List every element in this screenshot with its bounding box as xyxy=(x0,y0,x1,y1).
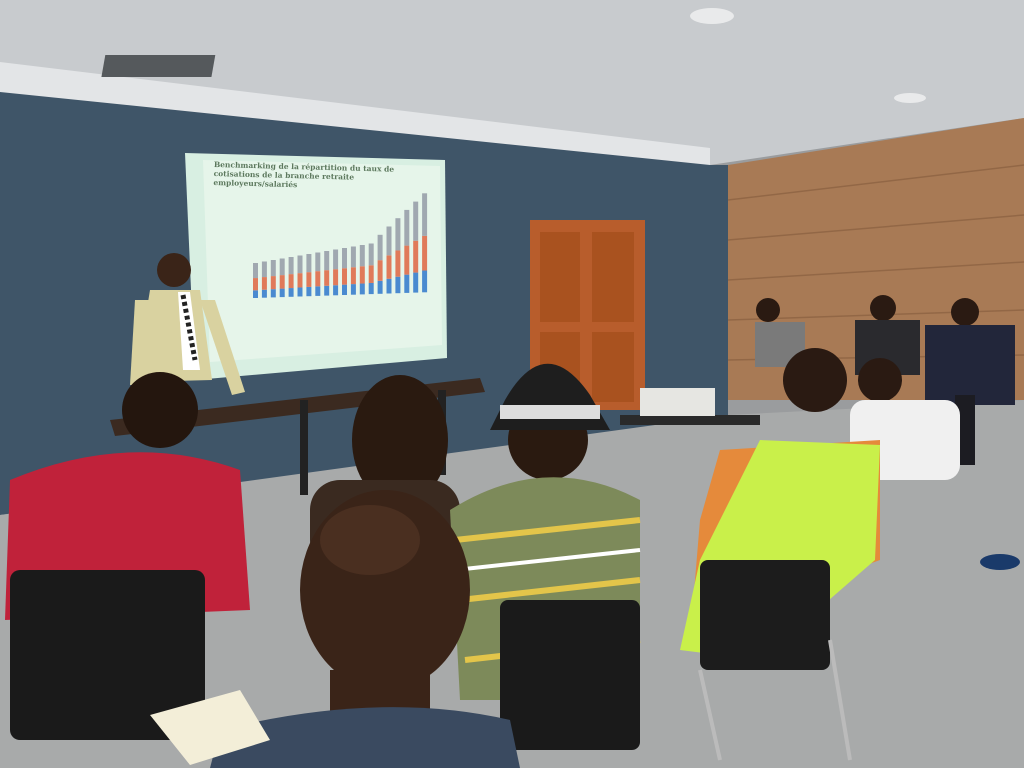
slide-bar-segment xyxy=(297,273,303,288)
slide-bar-segment xyxy=(422,235,428,271)
slide-bar-segment xyxy=(270,289,276,298)
slide-bar-segment xyxy=(404,209,410,246)
slide-bar-segment xyxy=(324,270,330,286)
slide-bar-segment xyxy=(359,283,365,295)
person-fedora xyxy=(450,363,641,750)
slide-bar-segment xyxy=(386,255,392,279)
chair xyxy=(10,570,205,740)
slide-bar-segment xyxy=(342,284,347,295)
slide-bar-segment xyxy=(413,240,419,273)
slide-bar-segment xyxy=(342,248,347,269)
slide-bar-segment xyxy=(395,250,401,277)
slide-bar-segment xyxy=(422,193,428,236)
slide-chart xyxy=(253,193,428,298)
slide-bar-segment xyxy=(413,272,419,293)
slide-bar-segment xyxy=(297,255,303,274)
slide-bar-segment xyxy=(306,254,312,273)
slide-bar-segment xyxy=(279,288,285,298)
slide-bar-segment xyxy=(359,245,365,267)
ceiling-beam xyxy=(0,62,710,168)
slide-bar-segment xyxy=(377,234,383,261)
slide-bar-segment xyxy=(350,284,356,295)
slide-bar-segment xyxy=(404,245,410,275)
slide-bar-segment xyxy=(395,218,401,251)
ceiling-vent xyxy=(101,55,216,77)
slide-bar-segment xyxy=(368,265,374,283)
slide-bar-segment xyxy=(270,260,276,277)
slide-bar-segment xyxy=(368,243,374,266)
slide-bar-segment xyxy=(422,270,428,293)
slide-bar-segment xyxy=(279,275,285,289)
slide-bar-segment xyxy=(306,286,312,297)
slide-bar-segment xyxy=(395,276,401,294)
slide-bar-segment xyxy=(288,274,294,289)
slide-bar-segment xyxy=(324,251,330,271)
slide-bar-segment xyxy=(288,288,294,297)
slide-bar-segment xyxy=(261,277,267,290)
person-safety-vest xyxy=(680,348,880,761)
slide-bar-segment xyxy=(350,246,356,268)
slide-bar-segment xyxy=(377,280,383,294)
slide-bar-segment xyxy=(413,201,419,241)
slide-bar-segment xyxy=(288,257,294,275)
slide-bar-segment xyxy=(368,282,374,295)
slide-bar-segment xyxy=(261,289,267,298)
slide-bar-segment xyxy=(324,285,330,296)
slide-bar-segment xyxy=(333,249,339,270)
slide-bar-segment xyxy=(315,271,321,287)
person-bald-foreground xyxy=(150,490,520,768)
slide-bar-segment xyxy=(342,268,347,285)
projector xyxy=(640,388,715,416)
power-strip xyxy=(980,554,1020,570)
slide-bar-segment xyxy=(350,267,356,285)
slide-bar-segment xyxy=(315,286,321,296)
slide-bar-segment xyxy=(279,258,285,276)
slide-bar-segment xyxy=(377,260,383,281)
slide-bar-segment xyxy=(253,263,258,279)
slide-bar-segment xyxy=(386,226,392,256)
slide-bar-segment xyxy=(297,287,303,297)
slide-bar-segment xyxy=(333,285,339,296)
slide-bar-segment xyxy=(306,272,312,287)
slide-bar-segment xyxy=(270,276,276,290)
slide-bar-segment xyxy=(386,278,392,294)
ceiling-light xyxy=(894,93,926,103)
slide-bar-segment xyxy=(315,252,321,272)
slide-bar-segment xyxy=(333,269,339,286)
side-table xyxy=(620,415,760,425)
presenter xyxy=(130,253,245,395)
chair xyxy=(700,560,830,670)
ceiling-light xyxy=(690,8,734,24)
slide-bar-segment xyxy=(253,290,258,298)
slide-bar-segment xyxy=(253,278,258,291)
person-red-shirt xyxy=(5,372,250,740)
slide-bar-segment xyxy=(404,274,410,293)
ceiling xyxy=(0,0,1024,165)
chair xyxy=(500,600,640,750)
slide-bar-segment xyxy=(359,266,365,284)
notebook xyxy=(150,690,270,765)
slide-bar-segment xyxy=(261,261,267,278)
